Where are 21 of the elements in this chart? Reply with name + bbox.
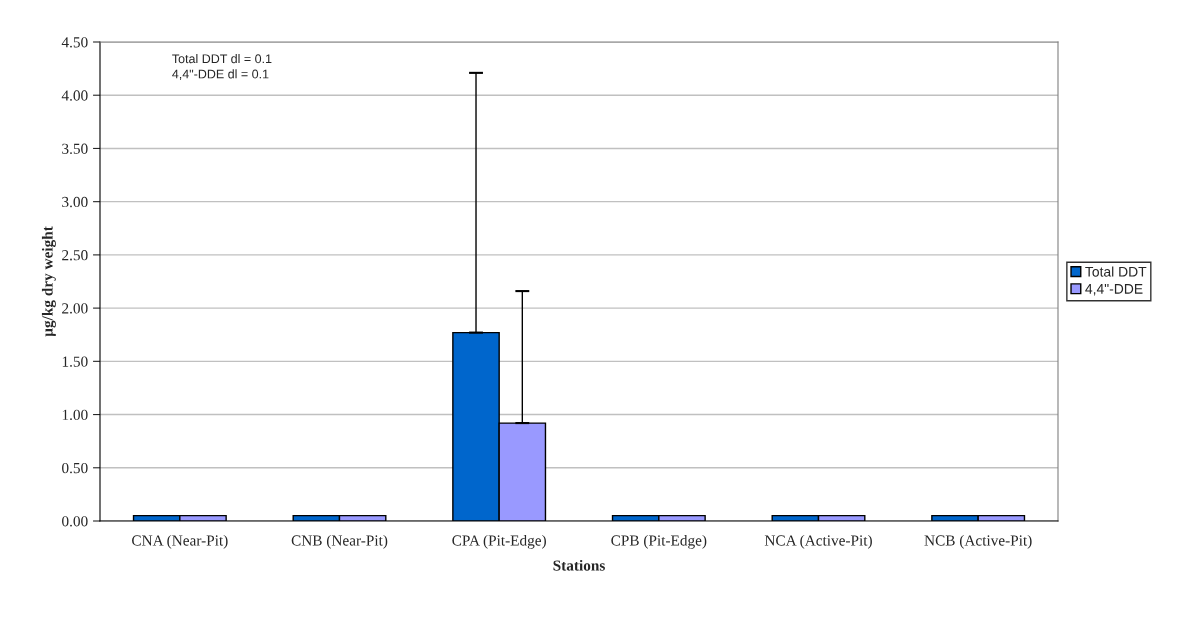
y-tick-label: 0.00 [62,516,88,527]
x-tick-label: NCA (Active-Pit) [764,534,872,549]
y-tick-label: 3.50 [62,143,88,154]
y-tick-label: 0.50 [62,462,88,474]
x-tick-label: CNA (Near-Pit) [132,534,228,549]
x-tick-label: CPA (Pit-Edge) [452,534,546,549]
x-axis-title: Stations [553,559,605,571]
x-tick-label: CPB (Pit-Edge) [611,534,707,549]
y-tick-label: 1.50 [62,356,88,367]
y-tick-label: 3.00 [62,196,88,208]
legend-label: Total DDT [1085,266,1147,277]
y-tick-label: 1.00 [62,409,88,421]
annotation: Total DDT dl = 0.1 4,4"-DDE dl = 0.1 [172,53,272,80]
y-tick-label: 2.50 [62,250,88,261]
y-tick-label: 2.00 [62,303,88,314]
y-tick-label: 4.50 [61,37,88,48]
x-tick-label: NCB (Active-Pit) [924,534,1032,549]
legend-label: 4,4"-DDE [1085,284,1143,296]
y-axis-title: µg/kg dry weight [41,226,56,337]
y-tick-label: 4.00 [61,90,88,101]
x-tick-label: CNB (Near-Pit) [291,534,388,549]
